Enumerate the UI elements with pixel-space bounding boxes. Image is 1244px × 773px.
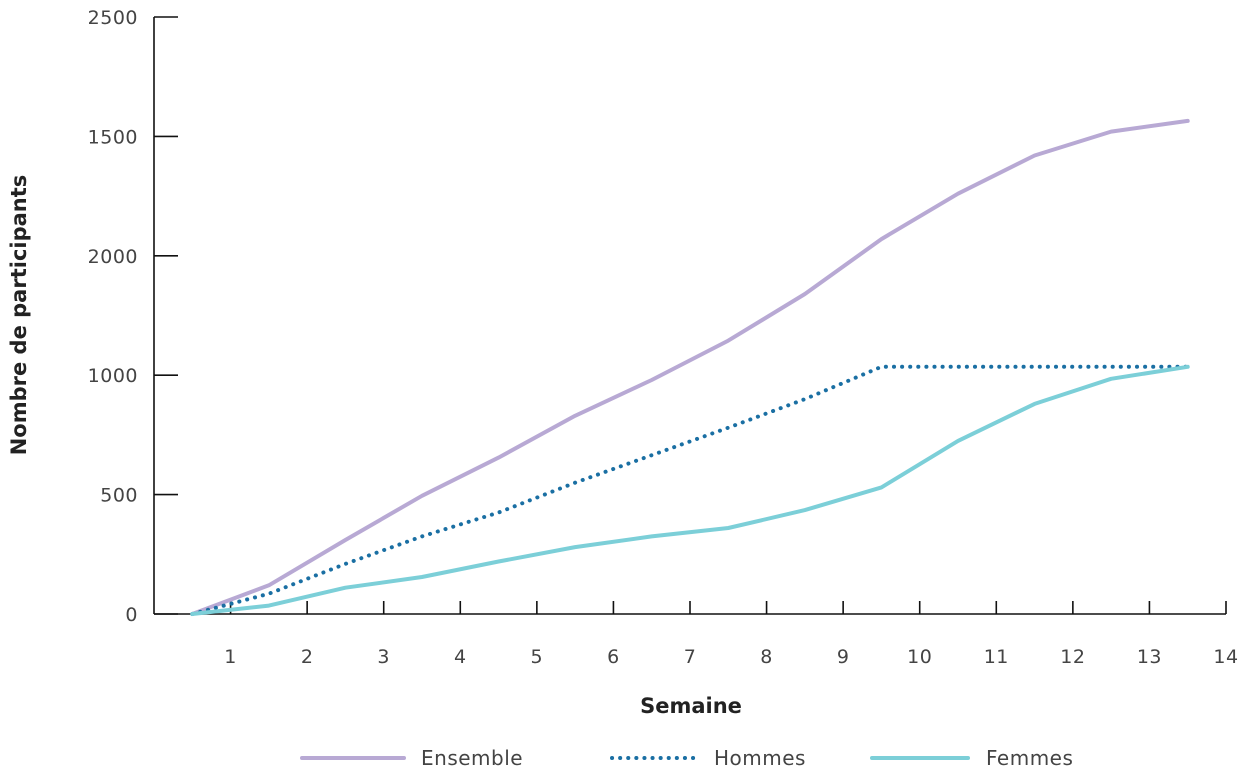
series-line-hommes [190, 364, 1190, 616]
legend-item-femmes: Femmes [870, 746, 1073, 770]
y-tick-label: 0 [125, 604, 138, 626]
y-tick-label: 2000 [88, 246, 138, 268]
y-tick-label: 1000 [88, 365, 138, 387]
x-tick-label: 10 [907, 646, 932, 668]
x-tick-label: 4 [454, 646, 467, 668]
chart-legend: Ensemble Hommes Femmes [300, 746, 1073, 770]
legend-label: Ensemble [421, 746, 523, 770]
x-tick-label: 9 [837, 646, 850, 668]
x-tick-label: 14 [1213, 646, 1238, 668]
x-tick-label: 12 [1060, 646, 1085, 668]
legend-label: Femmes [986, 746, 1073, 770]
legend-item-hommes: Hommes [610, 746, 806, 770]
legend-item-ensemble: Ensemble [300, 746, 523, 770]
x-tick-label: 13 [1137, 646, 1162, 668]
x-tick-label: 11 [984, 646, 1009, 668]
x-tick-label: 7 [684, 646, 697, 668]
y-axis-title: Nombre de participants [7, 175, 31, 456]
x-tick-label: 6 [607, 646, 620, 668]
x-tick-label: 3 [377, 646, 390, 668]
y-tick-label: 1500 [88, 126, 138, 148]
x-tick-label: 2 [301, 646, 314, 668]
y-tick-label: 500 [100, 485, 138, 507]
series-line-ensemble [190, 118, 1190, 616]
series-layer [190, 118, 1190, 616]
x-tick-label: 1 [224, 646, 237, 668]
y-tick-label: 2500 [88, 7, 138, 29]
x-tick-label: 5 [531, 646, 544, 668]
x-tick-label: 8 [760, 646, 773, 668]
x-axis-title: Semaine [640, 694, 742, 718]
series-line-femmes [190, 364, 1190, 616]
legend-label: Hommes [714, 746, 806, 770]
